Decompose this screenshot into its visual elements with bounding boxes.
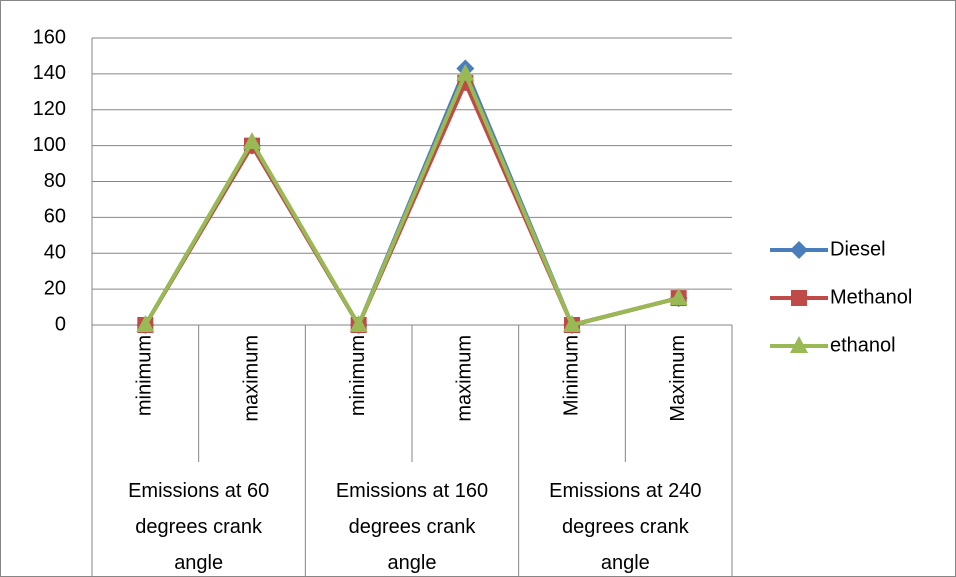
x-tick-label: Minimum	[560, 335, 582, 416]
series-line	[143, 71, 680, 327]
x-tick-label: minimum	[347, 335, 369, 416]
group-label-line: Emissions at 160	[336, 480, 488, 502]
group-label-line: angle	[601, 552, 650, 574]
group-label: Emissions at 60 degrees crank angle	[128, 480, 269, 574]
legend-label: Diesel	[830, 238, 886, 260]
x-tick-label: maximum	[454, 335, 476, 422]
legend-label: Methanol	[830, 286, 912, 308]
marker	[790, 241, 808, 259]
y-tick-label: 100	[33, 134, 66, 156]
group-label-line: angle	[388, 552, 437, 574]
group-label-line: Emissions at 60	[128, 480, 269, 502]
marker	[243, 132, 261, 150]
y-tick-label: 0	[55, 313, 66, 335]
y-tick-label: 60	[44, 206, 66, 228]
y-tick-label: 120	[33, 98, 66, 120]
group-label-line: degrees crank	[349, 516, 477, 538]
marker	[790, 336, 808, 353]
marker	[669, 288, 688, 306]
marker	[791, 290, 807, 306]
x-tick-label: Maximum	[667, 335, 689, 422]
legend-label: ethanol	[830, 334, 896, 356]
x-tick-label: maximum	[240, 335, 262, 422]
group-label-line: angle	[174, 552, 223, 574]
group-label-line: Emissions at 240	[549, 480, 701, 502]
group-label: Emissions at 240 degrees crank angle	[549, 480, 701, 574]
y-tick-label: 80	[44, 170, 66, 192]
x-tick-label: minimum	[134, 335, 156, 416]
y-tick-label: 140	[33, 62, 66, 84]
y-tick-label: 20	[44, 277, 66, 299]
marker	[456, 63, 475, 81]
y-tick-label: 40	[44, 242, 66, 264]
marker	[349, 315, 368, 332]
group-label-line: degrees crank	[135, 516, 263, 538]
group-label-line: degrees crank	[562, 516, 690, 538]
marker	[136, 315, 155, 332]
group-label: Emissions at 160 degrees crank angle	[336, 480, 488, 574]
marker	[563, 315, 581, 332]
y-tick-label: 160	[33, 26, 66, 48]
